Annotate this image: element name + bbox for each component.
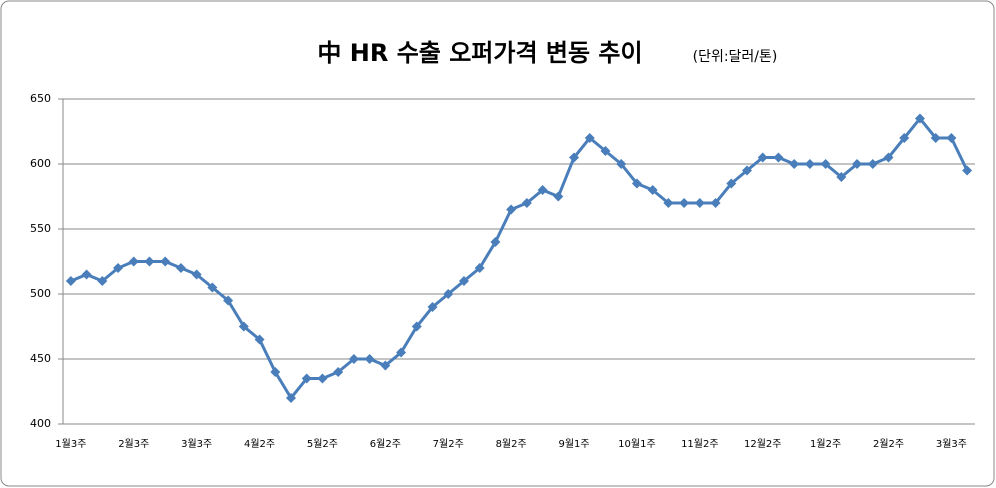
chart-subtitle: (단위:달러/톤) [693, 49, 778, 65]
point-marker [270, 367, 281, 377]
point-marker [883, 152, 894, 163]
point-marker [521, 198, 532, 208]
point-marker [490, 237, 501, 247]
point-marker [113, 263, 124, 273]
x-tick-label: 3월3주 [936, 438, 967, 450]
point-marker [443, 289, 454, 299]
point-marker [207, 282, 218, 293]
point-marker [946, 133, 957, 143]
point-marker [160, 256, 171, 267]
x-tick-label: 12월2주 [744, 438, 782, 450]
point-marker [742, 165, 752, 176]
point-marker [144, 256, 155, 267]
x-tick-label: 2월2주 [873, 438, 904, 450]
y-tick-label: 650 [30, 92, 51, 105]
point-marker [584, 133, 595, 143]
point-marker [474, 263, 485, 273]
point-marker [679, 198, 690, 208]
point-marker [616, 159, 627, 169]
point-marker [427, 302, 438, 312]
point-marker [663, 198, 674, 208]
point-marker [333, 367, 344, 377]
point-marker [553, 191, 564, 202]
point-marker [537, 185, 548, 195]
chart-title: 中 HR 수출 오퍼가격 변동 추이 [317, 39, 642, 67]
point-marker [757, 152, 768, 163]
point-marker [600, 146, 611, 156]
x-tick-label: 5월2주 [307, 438, 338, 450]
y-tick-label: 550 [30, 222, 51, 235]
x-tick-label: 6월2주 [370, 438, 401, 450]
point-marker [789, 159, 800, 169]
x-tick-label: 11월2주 [681, 438, 719, 450]
point-marker [569, 152, 580, 163]
point-marker [694, 198, 705, 208]
point-marker [97, 276, 108, 286]
point-marker [930, 133, 941, 143]
point-marker [380, 360, 391, 371]
y-tick-label: 450 [30, 352, 51, 365]
point-marker [458, 276, 469, 286]
point-marker [191, 269, 202, 280]
x-tick-label: 1월3주 [55, 438, 86, 450]
point-marker [852, 159, 863, 169]
x-tick-label: 1월2주 [810, 438, 841, 450]
point-marker [81, 269, 92, 280]
y-tick-label: 600 [30, 157, 51, 170]
x-tick-label: 4월2주 [244, 438, 275, 450]
x-tick-label: 9월1주 [558, 438, 589, 450]
point-marker [710, 198, 721, 208]
point-marker [254, 334, 265, 345]
point-marker [301, 373, 312, 384]
y-tick-label: 400 [30, 417, 51, 430]
point-marker [286, 393, 296, 403]
point-marker [631, 178, 642, 189]
point-marker [396, 347, 407, 358]
point-marker [962, 165, 973, 176]
point-marker [364, 354, 375, 364]
point-marker [223, 295, 234, 306]
x-tick-label: 10월1주 [618, 438, 656, 450]
x-tick-label: 2월3주 [118, 438, 149, 450]
point-marker [867, 159, 878, 169]
y-tick-label: 500 [30, 287, 51, 300]
point-marker [836, 172, 847, 182]
x-tick-label: 8월2주 [496, 438, 527, 450]
x-tick-label: 3월3주 [181, 438, 212, 450]
point-marker [128, 256, 139, 267]
point-marker [804, 159, 815, 169]
point-marker [899, 133, 910, 143]
point-marker [65, 276, 76, 286]
point-marker [348, 354, 359, 364]
point-marker [317, 373, 328, 384]
line [70, 116, 969, 401]
point-marker [411, 321, 422, 332]
point-marker [726, 178, 737, 189]
x-tick-label: 7월2주 [433, 438, 464, 450]
point-marker [506, 204, 517, 215]
point-marker [773, 152, 784, 163]
point-marker [914, 113, 925, 124]
point-marker [647, 185, 658, 195]
point-marker [238, 321, 249, 332]
point-marker [175, 263, 186, 273]
point-marker [820, 159, 831, 169]
